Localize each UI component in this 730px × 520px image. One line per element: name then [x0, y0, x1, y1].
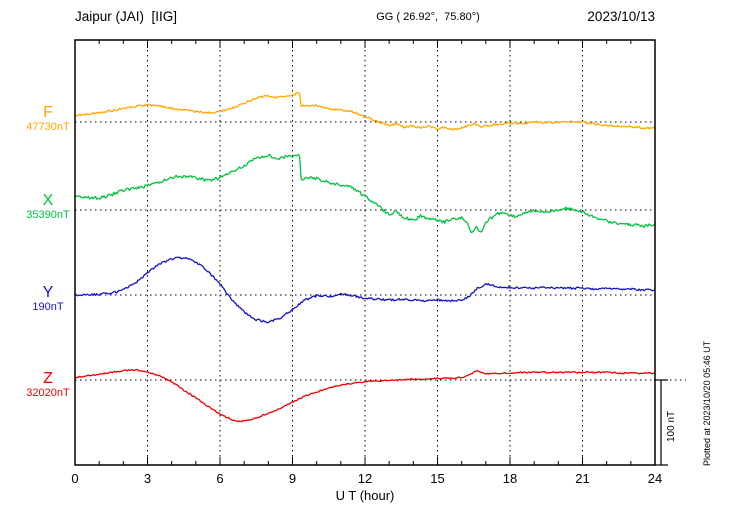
x-tick-label: 6 — [216, 471, 223, 486]
trace-Y — [74, 256, 656, 324]
channel-letter-f: F — [43, 104, 53, 121]
trace-F — [74, 91, 656, 131]
plotted-at-note: Plotted at 2023/10/20 05:46 UT — [702, 340, 712, 466]
x-axis-label: U T (hour) — [335, 488, 395, 503]
geo-coordinates: GG ( 26.92°, 75.80°) — [376, 11, 480, 23]
scale-bar-label: 100 nT — [666, 410, 677, 442]
trace-Z — [74, 368, 656, 423]
channel-label-x: X 35390nT — [8, 192, 88, 222]
x-tick-label: 15 — [430, 471, 444, 486]
channel-letter-z: Z — [43, 370, 53, 387]
x-tick-label: 18 — [503, 471, 517, 486]
plot-box — [74, 39, 656, 466]
station-title: Jaipur (JAI) [IIG] — [75, 9, 178, 24]
x-tick-label: 24 — [648, 471, 662, 486]
x-tick-label: 21 — [575, 471, 589, 486]
channel-baseline-value-z: 32020nT — [26, 387, 70, 399]
channel-letter-y: Y — [42, 284, 54, 301]
x-tick-label: 12 — [358, 471, 372, 486]
channel-letter-x: X — [42, 192, 54, 209]
trace-X — [74, 153, 656, 234]
channel-label-z: Z 32020nT — [8, 370, 88, 400]
channel-baseline-value-f: 47730nT — [26, 121, 70, 133]
plot-date: 2023/10/13 — [587, 9, 655, 24]
channel-baseline-value-x: 35390nT — [26, 209, 70, 221]
x-tick-label: 3 — [144, 471, 151, 486]
channel-baseline-value-y: 190nT — [32, 301, 64, 313]
x-tick-label: 9 — [289, 471, 296, 486]
channel-label-f: F 47730nT — [8, 104, 88, 134]
x-tick-label: 0 — [71, 471, 78, 486]
channel-label-y: Y 190nT — [8, 284, 88, 314]
